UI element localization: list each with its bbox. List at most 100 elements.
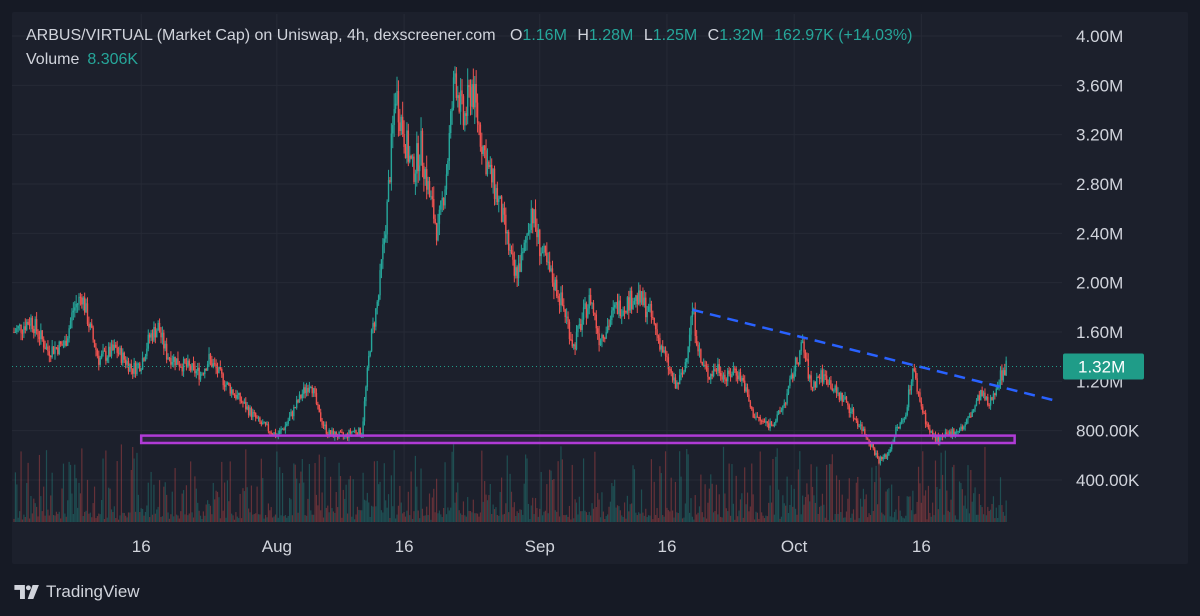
candle-body bbox=[175, 358, 178, 366]
candle-body bbox=[141, 358, 144, 370]
candle-body bbox=[657, 335, 660, 339]
volume-bar bbox=[328, 512, 330, 522]
candle-body bbox=[68, 328, 70, 339]
volume-bar bbox=[88, 513, 90, 522]
volume-bar bbox=[568, 505, 571, 522]
volume-bar bbox=[269, 510, 271, 522]
volume-bar bbox=[566, 514, 568, 522]
candle-body bbox=[478, 122, 480, 125]
volume-bar bbox=[951, 467, 954, 522]
volume-bar bbox=[804, 497, 807, 522]
volume-bar bbox=[615, 507, 617, 522]
volume-bar bbox=[202, 511, 204, 522]
candle-body bbox=[637, 290, 640, 305]
candle-body bbox=[961, 426, 964, 430]
volume-bar bbox=[414, 455, 416, 522]
candle-body bbox=[409, 155, 411, 162]
candle-body bbox=[749, 401, 752, 407]
volume-bar bbox=[108, 487, 110, 522]
candle-body bbox=[602, 334, 605, 339]
candle-body bbox=[425, 169, 428, 190]
candle-body bbox=[680, 372, 682, 376]
volume-bar bbox=[445, 514, 448, 522]
volume-bar bbox=[491, 513, 493, 522]
candle-body bbox=[1002, 370, 1005, 381]
candle-body bbox=[768, 423, 770, 429]
candle-body bbox=[26, 321, 28, 330]
close-label: C bbox=[707, 27, 720, 44]
volume-bar bbox=[744, 467, 746, 522]
volume-bar bbox=[556, 511, 558, 522]
volume-bar bbox=[895, 509, 897, 522]
volume-bar bbox=[484, 481, 486, 522]
candle-body bbox=[146, 348, 148, 357]
candle-body bbox=[160, 332, 162, 338]
volume-bar bbox=[884, 515, 886, 522]
volume-bar bbox=[933, 515, 935, 522]
volume-bar bbox=[642, 512, 644, 522]
volume-bar bbox=[123, 512, 125, 522]
candle-body bbox=[505, 214, 507, 234]
volume-bar bbox=[792, 506, 794, 522]
volume-bar bbox=[396, 514, 398, 522]
candle-body bbox=[363, 401, 366, 422]
candle-body bbox=[304, 387, 306, 393]
volume-label: Volume bbox=[26, 51, 80, 68]
volume-bar bbox=[525, 454, 527, 522]
volume-bar bbox=[725, 508, 727, 522]
tradingview-branding[interactable]: TradingView bbox=[14, 582, 140, 602]
candle-body bbox=[229, 384, 231, 394]
volume-bar bbox=[259, 514, 261, 522]
volume-bar bbox=[879, 477, 881, 522]
candle-body bbox=[855, 418, 858, 421]
volume-bar bbox=[861, 506, 863, 522]
volume-bar bbox=[417, 510, 419, 522]
volume-bar bbox=[696, 514, 698, 522]
volume-bar bbox=[352, 479, 354, 522]
candle-body bbox=[524, 240, 527, 243]
candle-body bbox=[65, 340, 67, 346]
volume-bar bbox=[474, 513, 476, 522]
volume-bar bbox=[307, 498, 309, 522]
volume-bar bbox=[64, 513, 66, 522]
volume-bar bbox=[794, 508, 797, 522]
volume-bar bbox=[963, 505, 965, 522]
candle-body bbox=[20, 324, 22, 333]
candle-body bbox=[151, 333, 154, 341]
candle-body bbox=[879, 457, 882, 464]
candle-body bbox=[994, 393, 996, 396]
volume-bar bbox=[197, 502, 199, 522]
volume-bar bbox=[191, 512, 193, 522]
volume-bar bbox=[810, 464, 812, 522]
volume-bar bbox=[222, 510, 224, 522]
candle-body bbox=[103, 350, 106, 352]
volume-bar bbox=[325, 507, 327, 522]
volume-bar bbox=[745, 504, 747, 522]
volume-bar bbox=[320, 510, 322, 522]
candle-body bbox=[266, 424, 268, 426]
candle-body bbox=[809, 375, 811, 379]
candle-body bbox=[523, 242, 525, 252]
volume-bar bbox=[687, 454, 689, 522]
candle-body bbox=[243, 401, 246, 404]
volume-bar bbox=[208, 503, 210, 522]
candle-body bbox=[801, 341, 804, 343]
candle-body bbox=[498, 198, 500, 203]
candle-body bbox=[119, 348, 121, 354]
candle-body bbox=[556, 279, 558, 297]
candle-body bbox=[280, 429, 282, 431]
volume-bar bbox=[61, 488, 63, 522]
candle-body bbox=[807, 359, 809, 379]
candle-body bbox=[437, 223, 439, 241]
volume-bar bbox=[782, 495, 784, 522]
volume-bar bbox=[81, 448, 83, 522]
candle-body bbox=[859, 424, 862, 426]
volume-bar bbox=[127, 512, 130, 522]
volume-bar bbox=[547, 513, 549, 522]
volume-bar bbox=[225, 517, 227, 522]
candle-body bbox=[950, 431, 952, 438]
candle-body bbox=[517, 263, 520, 279]
candle-body bbox=[72, 310, 75, 313]
volume-bar bbox=[737, 516, 739, 522]
